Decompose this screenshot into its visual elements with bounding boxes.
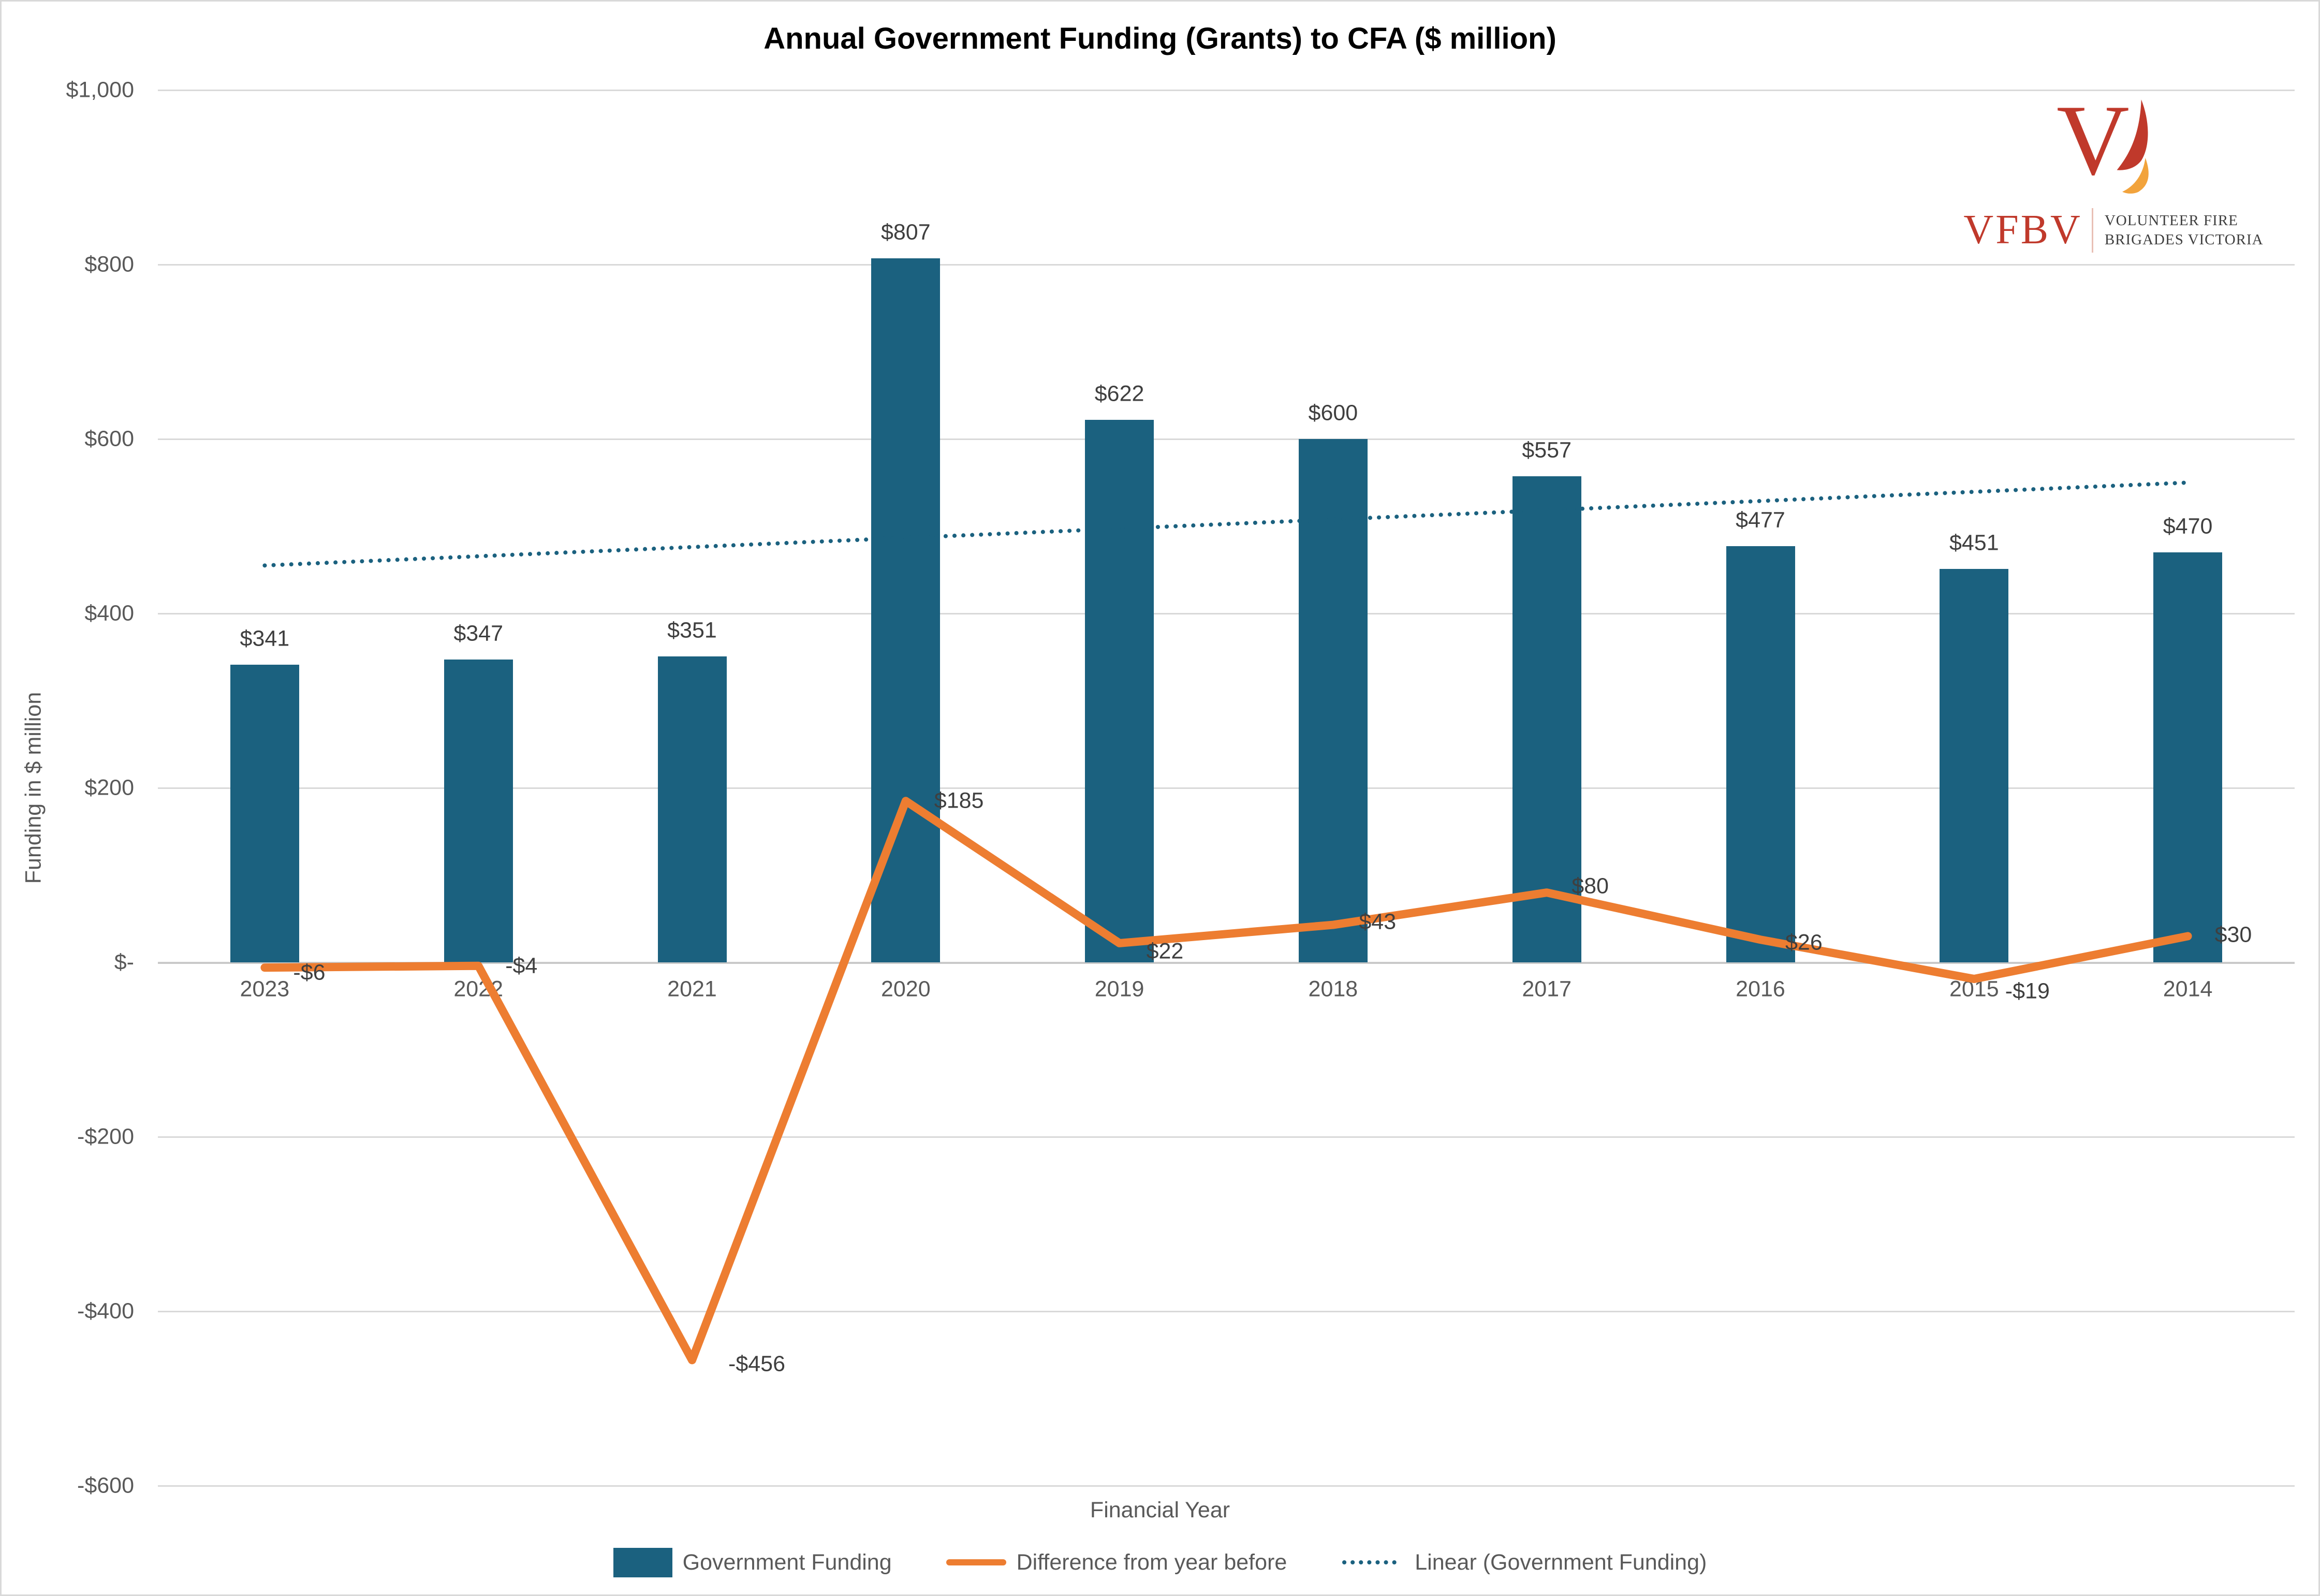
bar-value-label: $477 [1736,507,1785,533]
bar-value-label: $341 [240,626,290,651]
y-tick-label: $- [114,949,134,975]
vfbv-name: VOLUNTEER FIRE BRIGADES VICTORIA [2104,212,2264,248]
x-axis-title: Financial Year [1090,1498,1230,1522]
y-tick-label: $400 [84,601,134,626]
y-tick-label: $800 [84,252,134,277]
gridline [158,438,2295,440]
bar-value-label: $600 [1308,400,1358,426]
x-tick-label: 2014 [2163,976,2213,1002]
x-tick-label: 2021 [667,976,717,1002]
gridline [158,1485,2295,1487]
bar-value-label: $451 [1949,530,1999,555]
gridline [158,90,2295,91]
line-point-label: -$19 [2005,978,2050,1004]
bar-value-label: $351 [667,618,717,643]
logo-divider [2091,208,2093,253]
bar [1298,439,1368,962]
legend-item-trendline: Linear (Government Funding) [1341,1550,1707,1575]
gridline [158,1311,2295,1312]
bar-value-label: $807 [880,219,931,245]
x-tick-label: 2016 [1736,976,1785,1002]
line-point-label: $43 [1359,909,1397,934]
y-tick-label: -$400 [77,1298,134,1324]
legend-item-government-funding: Government Funding [613,1547,892,1577]
gridline [158,264,2295,266]
legend-swatch-line [946,1559,1006,1565]
line-point-label: $22 [1146,939,1184,964]
bar [1726,546,1795,962]
gridline [158,613,2295,614]
y-tick-label: -$200 [77,1124,134,1149]
bar [871,258,941,962]
bar [1512,476,1581,962]
legend-swatch-bar [613,1547,672,1577]
line-point-label: -$6 [293,960,326,985]
y-tick-label: $1,000 [66,77,134,103]
line-point-label: $26 [1785,930,1823,955]
y-tick-label: $200 [84,775,134,800]
trendline [262,480,2190,568]
bar [230,665,299,962]
line-point-label: $30 [2214,922,2252,947]
bar-value-label: $347 [453,621,504,646]
bar [1940,569,2009,962]
gridline [158,787,2295,789]
line-point-label: -$456 [728,1351,785,1377]
bar-value-label: $622 [1094,381,1144,406]
legend-item-difference: Difference from year before [946,1550,1287,1575]
bar [657,656,727,962]
vfbv-logo: V VFBV VOLUNTEER FIRE BRIGADES VICTORIA [1963,89,2263,254]
x-tick-label: 2023 [240,976,290,1002]
bar-value-label: $470 [2163,514,2213,539]
bar [2153,552,2223,962]
gridline [158,1136,2295,1138]
x-tick-label: 2018 [1308,976,1358,1002]
gridline [158,962,2295,964]
bar-value-label: $557 [1522,437,1572,463]
chart-title: Annual Government Funding (Grants) to CF… [763,22,1557,55]
y-axis-title: Funding in $ million [21,692,46,884]
bar [1085,419,1154,962]
vfbv-flame-icon: V [2057,89,2170,197]
line-point-label: $185 [934,788,984,813]
legend-swatch-dotted [1342,1560,1404,1564]
difference-line [260,797,2192,1365]
x-tick-label: 2017 [1522,976,1572,1002]
y-tick-label: $600 [84,426,134,451]
x-tick-label: 2019 [1094,976,1144,1002]
bar [444,660,513,962]
line-point-label: -$4 [505,953,538,978]
line-point-label: $80 [1572,873,1609,899]
vfbv-acronym: VFBV [1963,207,2082,253]
legend: Government Funding Difference from year … [2,1542,2318,1583]
x-tick-label: 2020 [880,976,931,1002]
y-tick-label: -$600 [77,1473,134,1498]
